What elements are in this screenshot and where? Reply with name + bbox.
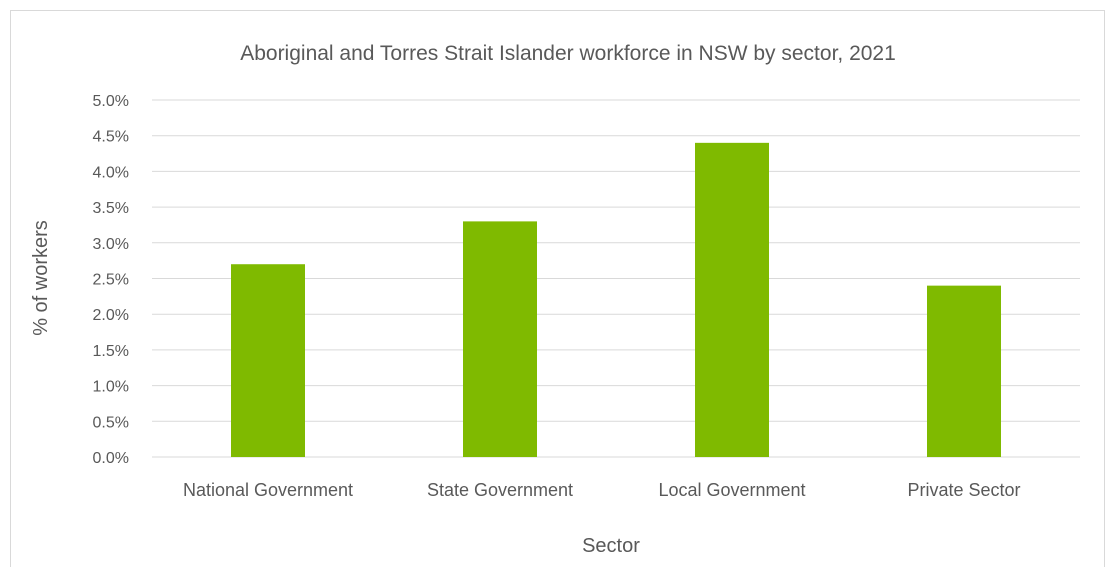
bar-national-government	[231, 264, 305, 457]
bars	[231, 142, 1001, 457]
y-tick-label: 0.5%	[93, 414, 129, 431]
y-tick-label: 5.0%	[93, 93, 129, 110]
bar-private-sector	[927, 285, 1001, 457]
x-category-label: Local Government	[658, 480, 805, 500]
chart-title: Aboriginal and Torres Strait Islander wo…	[240, 42, 896, 65]
x-category-label: National Government	[183, 480, 353, 500]
bar-state-government	[463, 221, 537, 457]
y-tick-label: 4.0%	[93, 164, 129, 181]
y-tick-label: 3.5%	[93, 200, 129, 217]
y-tick-label: 0.0%	[93, 450, 129, 467]
y-tick-label: 1.0%	[93, 379, 129, 396]
y-tick-label: 2.5%	[93, 272, 129, 289]
y-tick-label: 3.0%	[93, 236, 129, 253]
y-tick-label: 1.5%	[93, 343, 129, 360]
y-axis-title: % of workers	[30, 220, 52, 336]
y-tick-label: 2.0%	[93, 307, 129, 324]
x-category-label: Private Sector	[907, 480, 1020, 500]
x-axis-title: Sector	[582, 535, 640, 557]
y-tick-label: 4.5%	[93, 129, 129, 146]
y-axis-ticks: 0.0% 0.5% 1.0% 1.5% 2.0% 2.5% 3.0% 3.5% 4.0% 4.5%…	[93, 93, 129, 467]
x-axis-categories: National Government State Government Local…	[183, 480, 1021, 500]
bar-local-government	[695, 142, 769, 457]
x-category-label: State Government	[427, 480, 573, 500]
chart-frame	[10, 10, 1105, 567]
gridlines	[152, 99, 1080, 458]
